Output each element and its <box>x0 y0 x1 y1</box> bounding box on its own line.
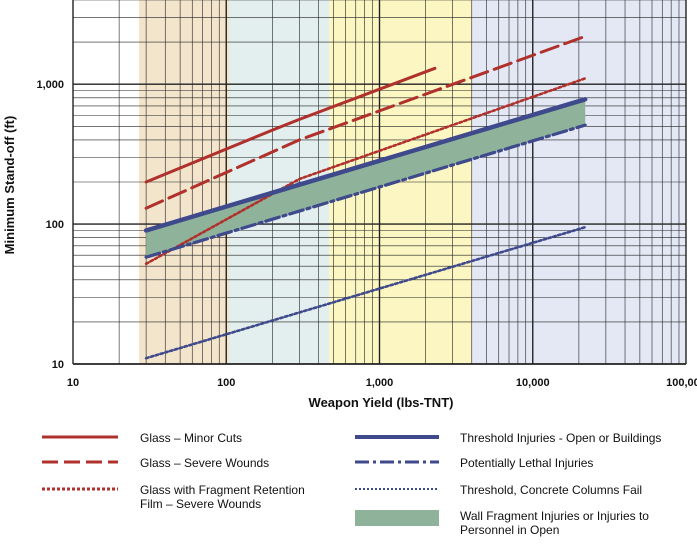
legend-wall-line1: Wall Fragment Injuries or Injuries to <box>460 509 649 523</box>
legend-glass-film-line2: Film – Severe Wounds <box>140 497 262 511</box>
legend-lethal: Potentially Lethal Injuries <box>460 456 594 470</box>
series-line-2 <box>144 77 587 266</box>
x-tick-label: 10,000 <box>516 377 550 389</box>
legend-columns: Threshold, Concrete Columns Fail <box>460 483 643 497</box>
series-line-0 <box>144 66 437 184</box>
injury-band-fill <box>146 99 586 258</box>
legend-glass-severe: Glass – Severe Wounds <box>140 456 270 470</box>
legend-swatches-right <box>355 435 439 526</box>
series-line-1 <box>144 34 587 210</box>
y-tick-label: 10 <box>52 359 64 371</box>
wall-fragment-band <box>146 99 586 258</box>
x-tick-label: 100 <box>217 377 235 389</box>
legend-threshold: Threshold Injuries - Open or Buildings <box>460 431 662 445</box>
y-tick-label: 100 <box>46 219 64 231</box>
chart: 10 100 1,000 10,000 100,000 10 100 1,000 Weapon… <box>2 0 697 410</box>
y-axis-title: Minimum Stand-off (ft) <box>2 116 17 255</box>
x-tick-label: 100,000 <box>666 377 697 389</box>
tick-labels: 10 100 1,000 10,000 100,000 10 100 1,000 <box>36 79 697 389</box>
legend-wall-line2: Personnel in Open <box>460 523 560 537</box>
x-tick-label: 1,000 <box>366 377 394 389</box>
legend-swatch-wall <box>355 510 439 526</box>
legend-swatches-left <box>42 435 118 491</box>
y-tick-label: 1,000 <box>36 79 64 91</box>
legend-glass-minor: Glass – Minor Cuts <box>140 431 243 445</box>
x-axis-title: Weapon Yield (lbs-TNT) <box>309 395 454 410</box>
legend: Glass – Minor Cuts Glass – Severe Wounds… <box>0 425 697 547</box>
series-line-5 <box>144 225 587 360</box>
series-line-4 <box>144 123 587 259</box>
x-tick-label: 10 <box>67 377 79 389</box>
legend-glass-film-line1: Glass with Fragment Retention <box>140 483 305 497</box>
series-line-3 <box>143 97 588 233</box>
series-lines <box>143 34 588 360</box>
